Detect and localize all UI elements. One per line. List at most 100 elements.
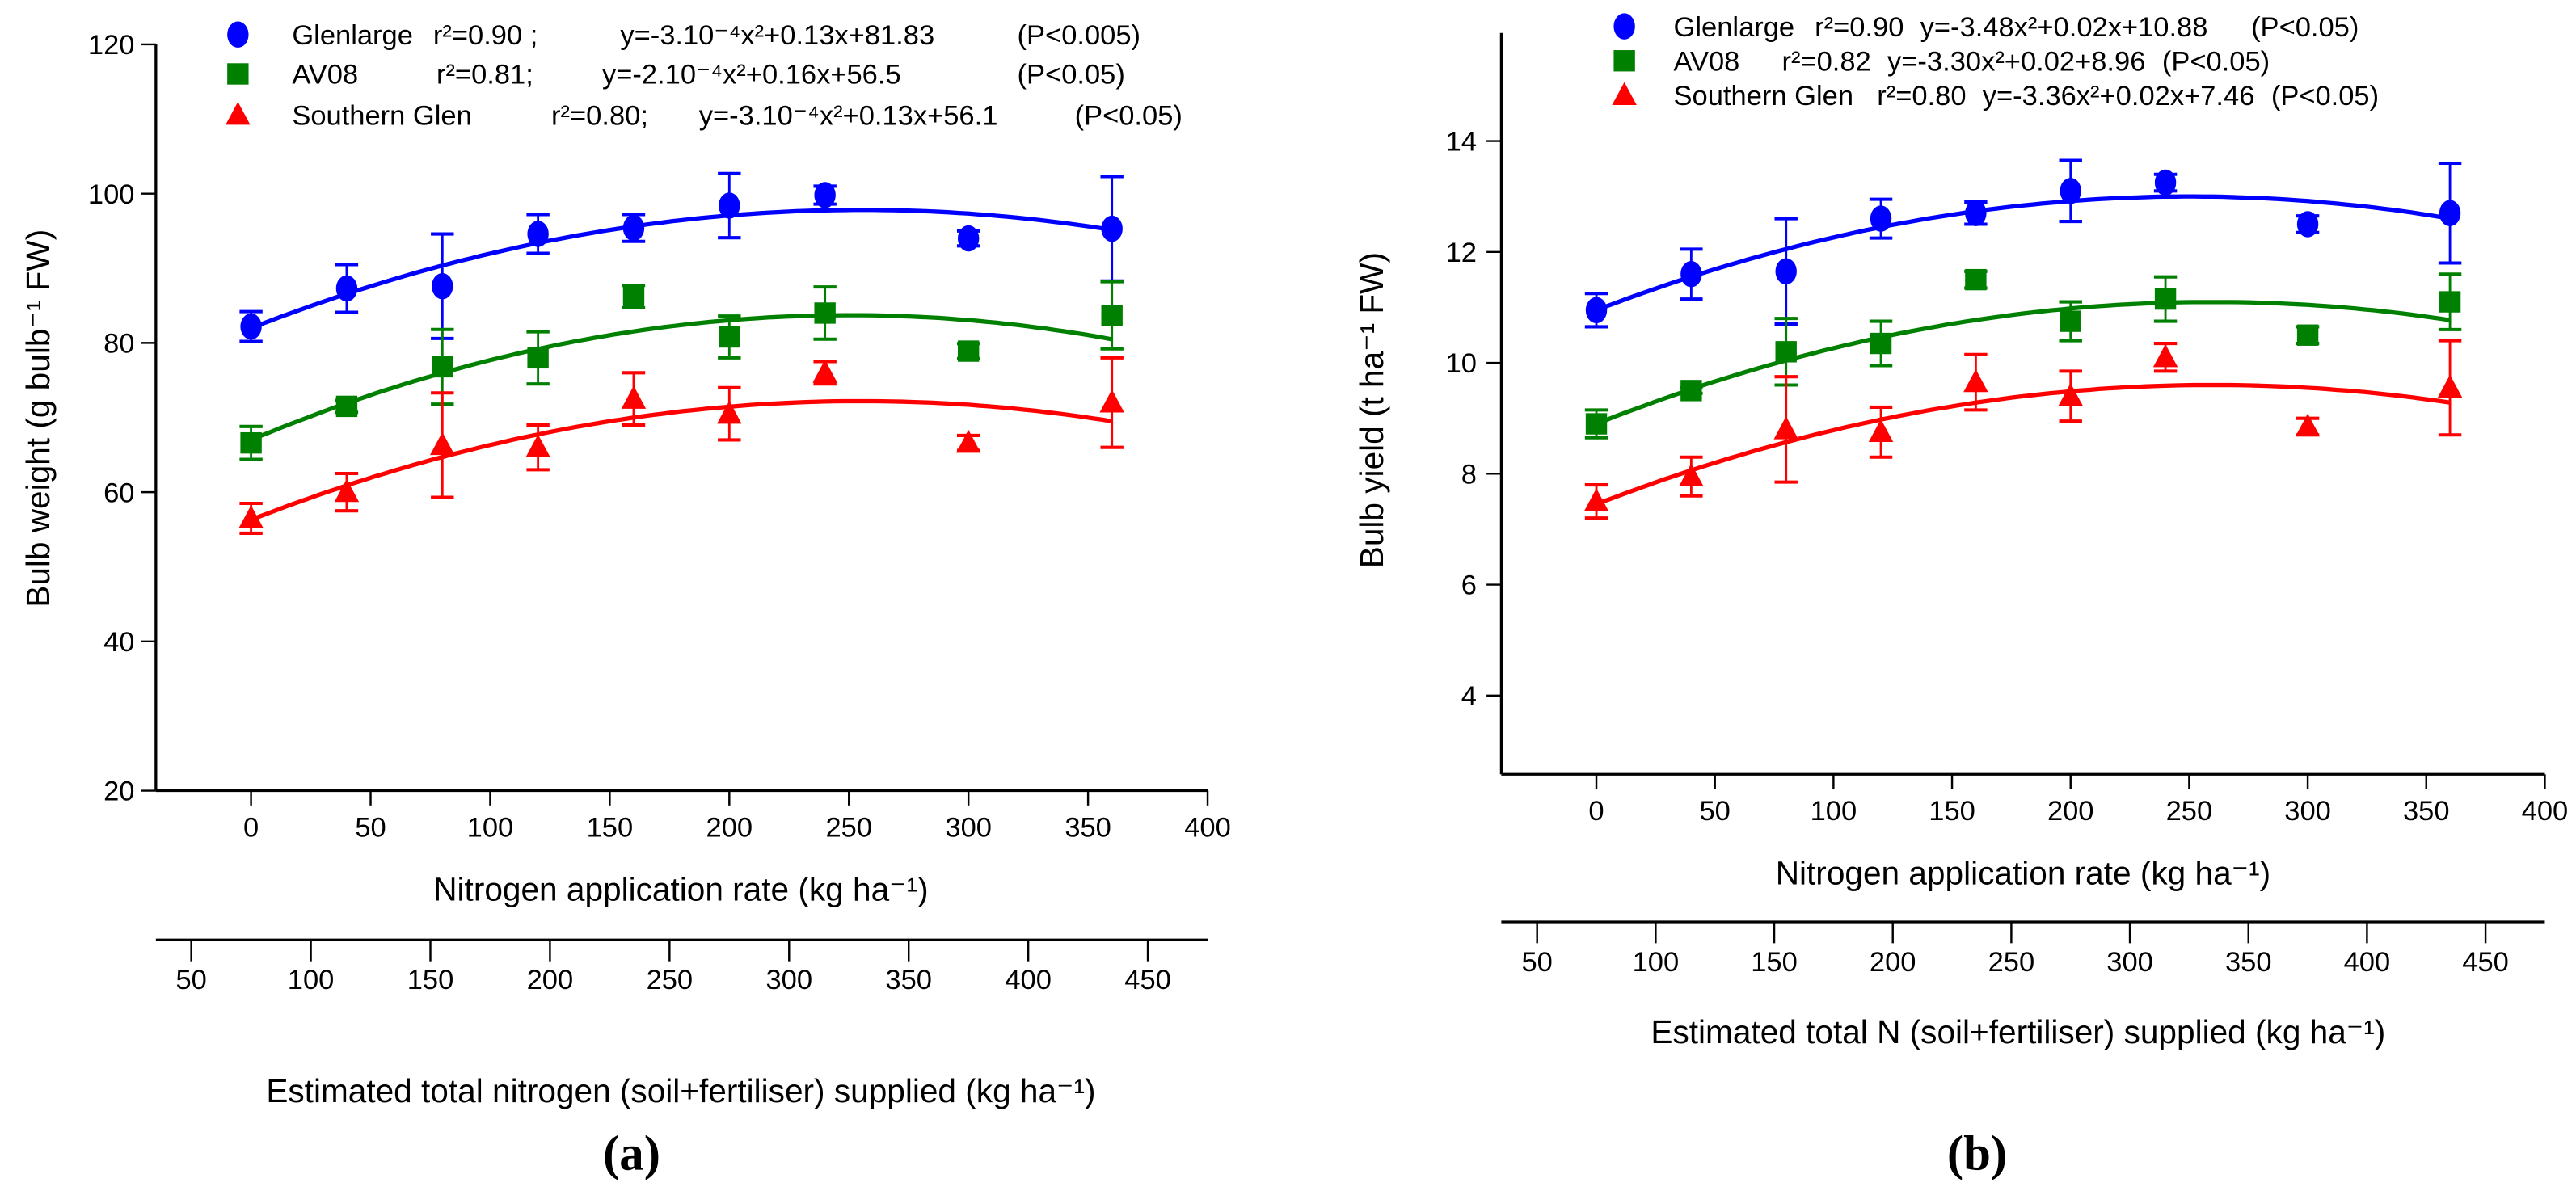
series-av08: [239, 280, 1124, 461]
legend-b-eq-0: y=-3.48x²+0.02x+10.88: [1920, 12, 2208, 43]
legend-b-name-1: AV08: [1674, 46, 1740, 77]
x-tick-label: 250: [825, 812, 872, 843]
data-point: [1870, 205, 1892, 232]
data-point: [814, 182, 836, 208]
data-point: [2296, 324, 2319, 346]
panel-a-plot: 20 40 60 80 100 120 0 50 100 150 200 250 300 350 400 50…: [88, 21, 1231, 995]
secondary-x-tick-label: 200: [527, 965, 574, 995]
panel-b-plot: 4 6 8 10 12 14 0 50 100 150 200 250 300 350 400 50 100 15…: [1446, 13, 2569, 978]
x-tick-label: 250: [2166, 796, 2213, 827]
legend-b-eq-2: y=-3.36x²+0.02x+7.46: [1983, 81, 2255, 112]
legend-b-p-0: (P<0.05): [2251, 12, 2359, 43]
legend-a-r2-1: r²=0.81;: [436, 60, 533, 90]
legend-a-p-1: (P<0.05): [1018, 60, 1125, 90]
data-point: [1101, 305, 1123, 326]
data-point: [1775, 258, 1797, 285]
legend-a-eq-2: y=-3.10⁻⁴x²+0.13x+56.1: [699, 100, 998, 131]
legend-a-row-0: Glenlarge r²=0.90 ; y=-3.10⁻⁴x²+0.13x+81…: [292, 20, 1140, 51]
y-tick-label: 10: [1446, 348, 1477, 379]
data-point: [955, 429, 981, 453]
series-southern-glen: [238, 356, 1124, 535]
fit-curve: [1595, 300, 2451, 426]
legend-a-p-0: (P<0.005): [1018, 20, 1140, 51]
legend-b-p-1: (P<0.05): [2162, 46, 2270, 77]
fit-curve: [250, 313, 1113, 442]
y-tick-label: 12: [1446, 238, 1477, 268]
legend-a-row-2: Southern Glen r²=0.80; y=-3.10⁻⁴x²+0.13x…: [292, 100, 1183, 131]
x-tick-label: 200: [706, 812, 753, 843]
legend-b-name-0: Glenlarge: [1674, 12, 1795, 43]
legend-b-row-0: Glenlarge r²=0.90 y=-3.48x²+0.02x+10.88 …: [1674, 12, 2359, 43]
legend-b-r2-1: r²=0.82: [1782, 46, 1871, 77]
x-tick-label: 50: [1700, 796, 1731, 827]
secondary-x-tick-label: 300: [765, 965, 812, 995]
fit-curve: [1595, 194, 2451, 313]
data-point: [1680, 380, 1702, 402]
data-point: [2437, 374, 2463, 398]
data-point: [240, 431, 262, 454]
data-point: [2439, 291, 2461, 313]
data-point: [1965, 268, 1987, 291]
x-tick-label: 300: [2284, 796, 2331, 827]
panel-b-caption: (b): [1947, 1126, 2007, 1180]
secondary-x-tick-label: 200: [1870, 947, 1916, 978]
panel-b-xlabel: Nitrogen application rate (kg ha⁻¹): [1776, 854, 2270, 891]
secondary-x-tick-label: 50: [175, 965, 206, 995]
y-tick-label: 80: [103, 329, 134, 360]
series-av08: [1584, 268, 2462, 440]
data-point: [1680, 261, 1702, 288]
data-point: [335, 275, 358, 302]
fit-curve: [250, 208, 1113, 330]
legend-b-eq-1: y=-3.30x²+0.02+8.96: [1887, 46, 2145, 77]
secondary-x-tick-label: 100: [1633, 947, 1680, 978]
legend-marker-circle-icon: [227, 21, 249, 48]
secondary-x-tick-label: 300: [2106, 947, 2153, 978]
panel-a-legend: Glenlarge r²=0.90 ; y=-3.10⁻⁴x²+0.13x+81…: [292, 20, 1183, 131]
panel-a-secondary-xlabel: Estimated total nitrogen (soil+fertilise…: [266, 1072, 1095, 1109]
panel-b-ylabel: Bulb yield (t ha⁻¹ FW): [1353, 252, 1390, 568]
legend-a-name-0: Glenlarge: [292, 20, 413, 51]
legend-a-p-2: (P<0.05): [1075, 100, 1183, 131]
legend-b-r2-2: r²=0.80: [1877, 81, 1966, 112]
panel-a-xlabel: Nitrogen application rate (kg ha⁻¹): [433, 871, 928, 908]
legend-b-p-2: (P<0.05): [2271, 81, 2379, 112]
data-point: [2152, 343, 2178, 368]
data-point: [334, 478, 360, 503]
data-point: [2154, 169, 2177, 196]
series-glenlarge: [1584, 158, 2462, 329]
secondary-x-tick-label: 400: [2344, 947, 2391, 978]
data-point: [1965, 200, 1987, 227]
legend-marker-circle-icon: [1613, 13, 1635, 40]
x-tick-label: 150: [1929, 796, 1975, 827]
data-point: [432, 272, 453, 300]
data-point: [621, 385, 647, 409]
secondary-x-tick-label: 150: [1751, 947, 1798, 978]
data-point: [957, 225, 980, 252]
x-tick-label: 350: [1065, 812, 1111, 843]
data-point: [1679, 463, 1704, 486]
legend-a-r2-0: r²=0.90 ;: [433, 20, 538, 51]
data-point: [622, 285, 645, 308]
data-point: [527, 347, 549, 369]
data-point: [812, 360, 837, 383]
data-point: [2295, 413, 2321, 437]
data-point: [2058, 382, 2083, 406]
data-point: [240, 313, 262, 340]
x-tick-label: 200: [2047, 796, 2094, 827]
legend-b-row-2: Southern Glen r²=0.80 y=-3.36x²+0.02x+7.…: [1674, 81, 2380, 112]
legend-marker-square-icon: [1613, 50, 1635, 72]
data-point: [719, 192, 740, 219]
legend-marker-triangle-icon: [226, 101, 251, 125]
legend-b-name-2: Southern Glen: [1674, 81, 1853, 112]
legend-a-row-1: AV08 r²=0.81; y=-2.10⁻⁴x²+0.16x+56.5 (P<…: [292, 60, 1125, 90]
data-point: [814, 302, 836, 324]
secondary-x-tick-label: 50: [1522, 947, 1553, 978]
panel-b-secondary-xlabel: Estimated total N (soil+fertiliser) supp…: [1651, 1013, 2385, 1050]
x-tick-label: 400: [2522, 796, 2569, 827]
secondary-x-tick-label: 150: [407, 965, 454, 995]
legend-a-eq-1: y=-2.10⁻⁴x²+0.16x+56.5: [602, 60, 901, 90]
legend-b-row-1: AV08 r²=0.82 y=-3.30x²+0.02+8.96 (P<0.05…: [1674, 46, 2270, 77]
y-tick-label: 6: [1461, 570, 1477, 601]
y-tick-label: 120: [88, 30, 135, 61]
